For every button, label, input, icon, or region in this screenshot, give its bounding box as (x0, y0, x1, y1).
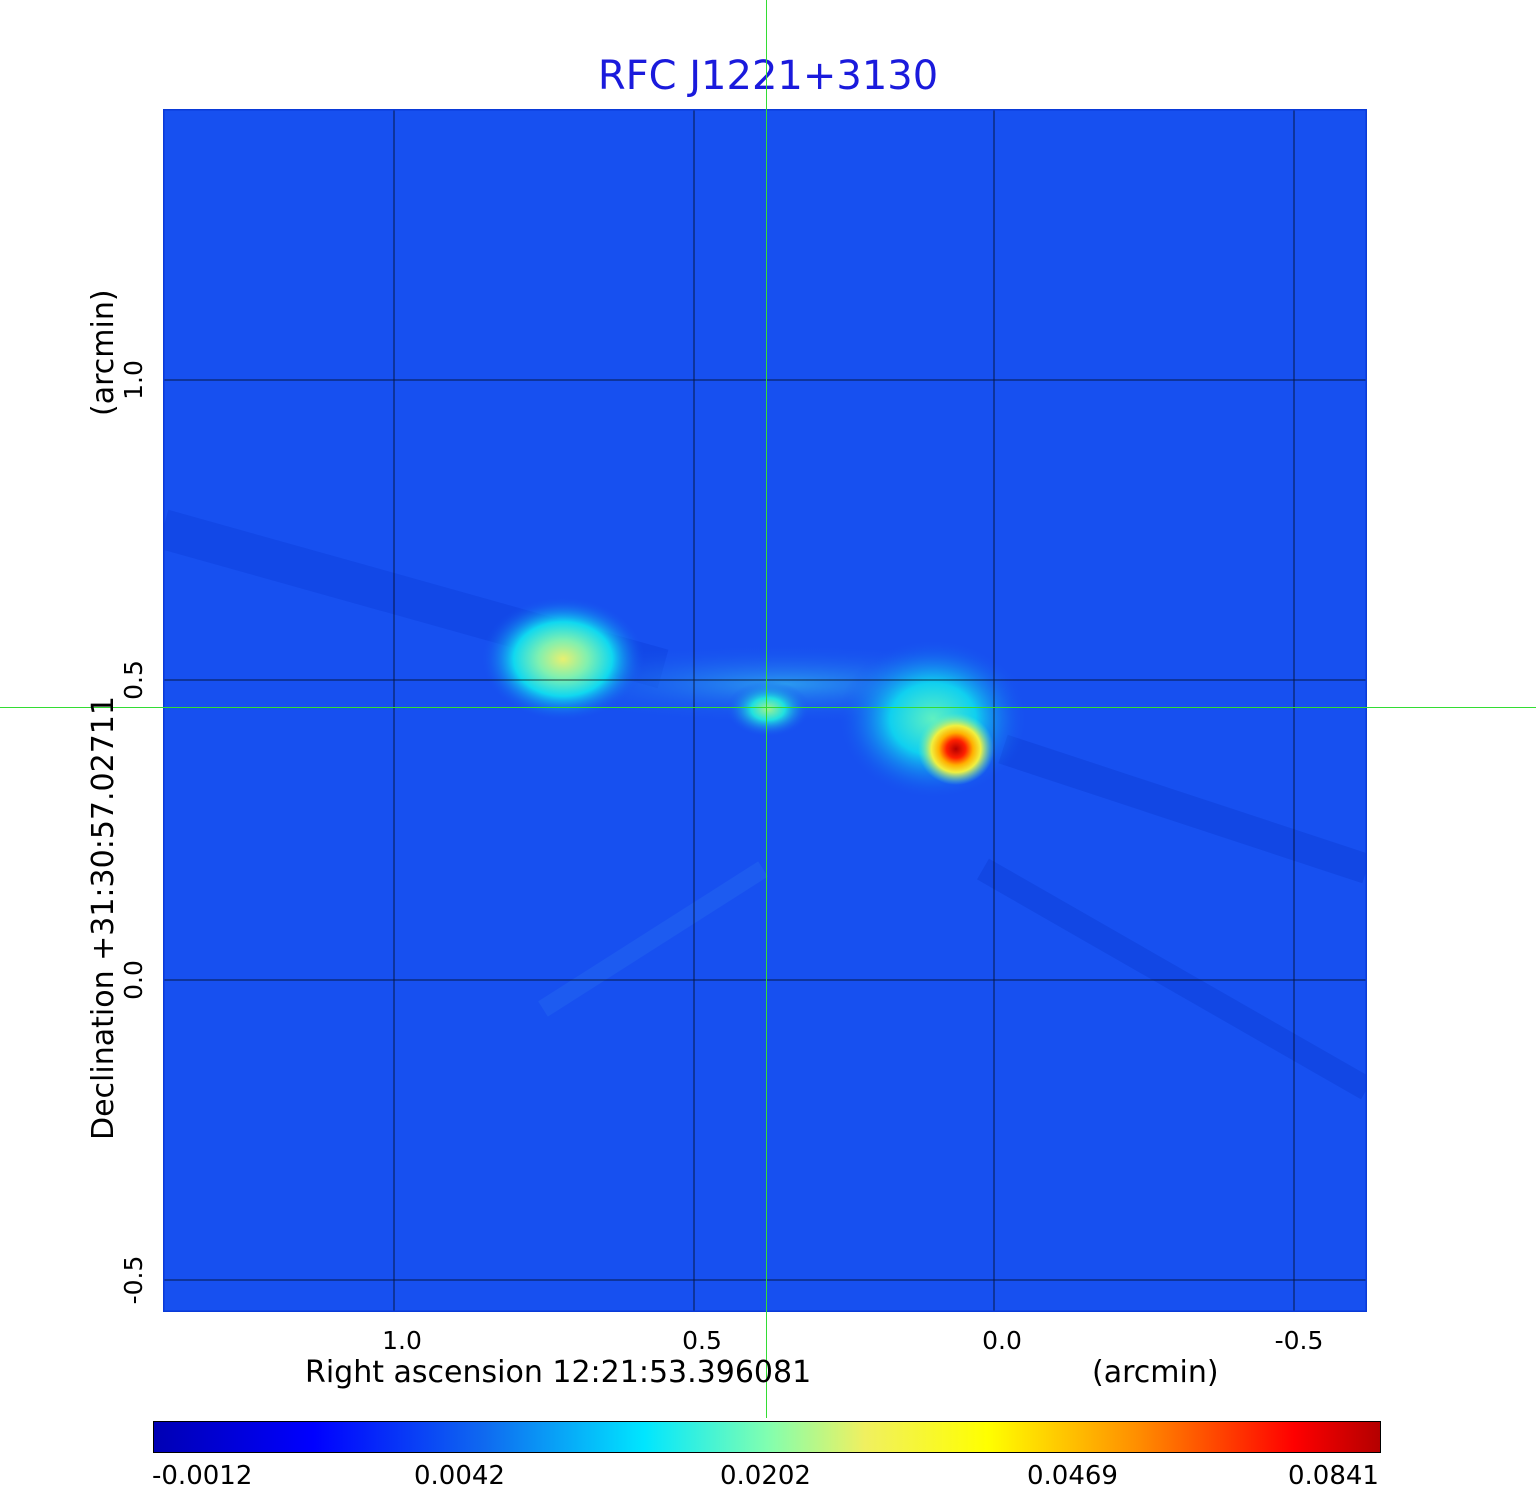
crosshair-horizontal (0, 707, 1536, 708)
map-border (163, 109, 1367, 1312)
y-tick: 1.0 (119, 360, 148, 400)
knot (726, 681, 810, 737)
y-axis-unit: (arcmin) (86, 289, 121, 416)
crosshair-vertical (766, 0, 767, 1418)
x-tick: -0.5 (1274, 1326, 1324, 1355)
x-tick: 0.0 (982, 1326, 1022, 1355)
colorbar (153, 1421, 1381, 1453)
colorbar-tick: -0.0012 (152, 1461, 253, 1491)
radio-map[interactable] (163, 109, 1367, 1312)
x-tick: 1.0 (382, 1326, 422, 1355)
colorbar-tick: 0.0469 (1027, 1461, 1118, 1491)
colorbar-tick: 0.0202 (720, 1461, 811, 1491)
core-peak (918, 713, 994, 785)
x-axis-unit: (arcmin) (1092, 1355, 1219, 1390)
x-tick: 0.5 (682, 1326, 722, 1355)
y-tick: 0.5 (119, 660, 148, 700)
x-axis-label: Right ascension 12:21:53.396081 (305, 1355, 812, 1390)
colorbar-tick: 0.0042 (414, 1461, 505, 1491)
coordinate-grid (163, 109, 1367, 1312)
y-tick: -0.5 (119, 1255, 148, 1305)
colorbar-tick: 0.0841 (1288, 1461, 1379, 1491)
image-title: RFC J1221+3130 (597, 53, 939, 99)
y-tick: 0.0 (119, 960, 148, 1000)
radio-map-image (163, 109, 1367, 1312)
east-lobe (481, 597, 645, 721)
y-axis-label: Declination +31:30:57.02711 (86, 696, 121, 1140)
